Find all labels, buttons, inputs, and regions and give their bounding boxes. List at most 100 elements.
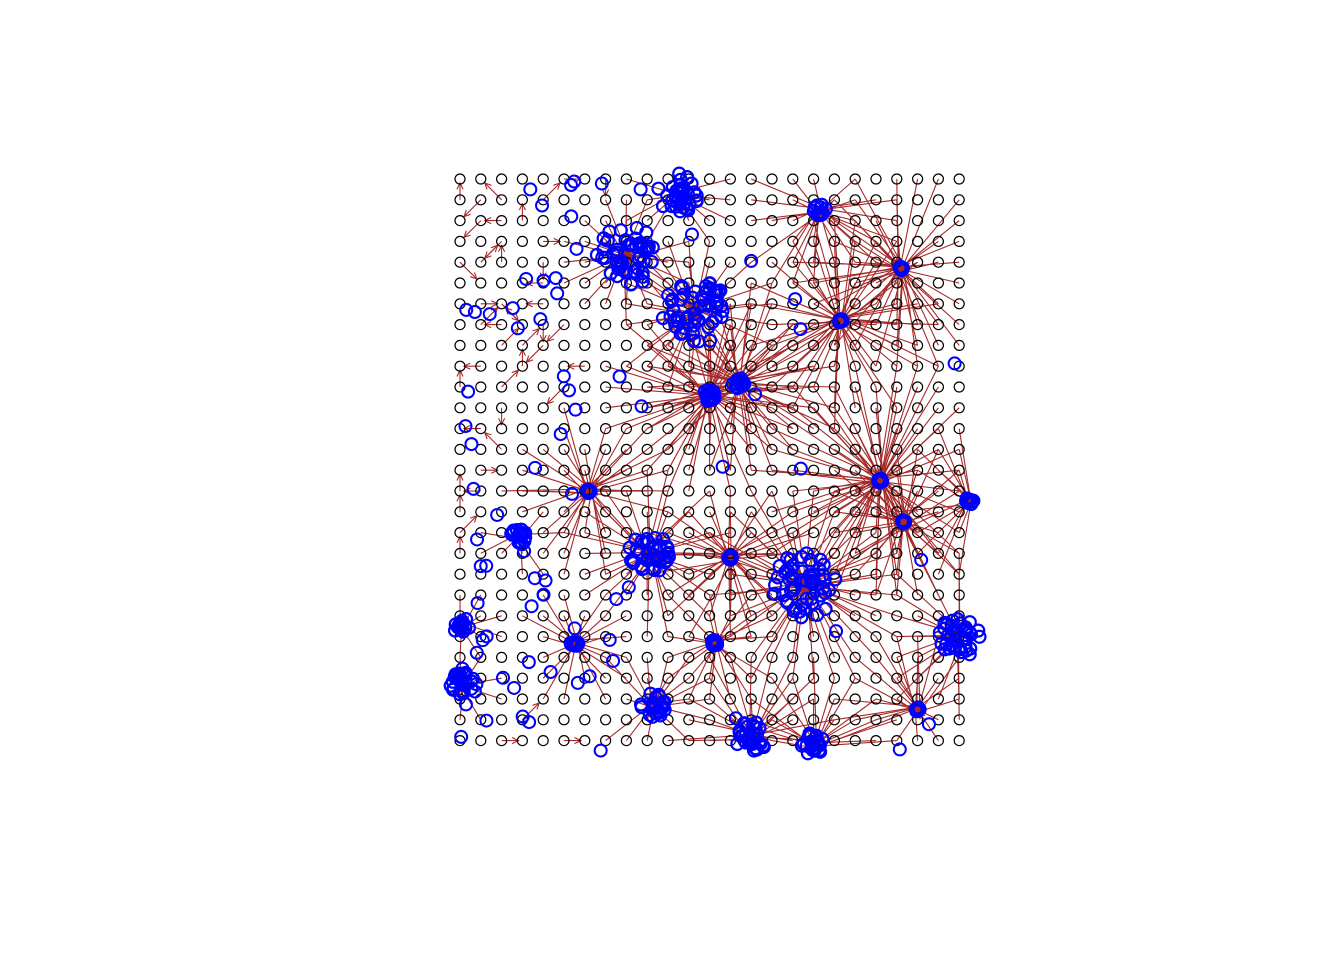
grid-point xyxy=(641,485,653,497)
arrow xyxy=(498,407,506,426)
grid-point xyxy=(891,194,903,206)
grid-point xyxy=(891,381,903,393)
grid-point xyxy=(787,672,799,684)
arrow-shaft xyxy=(771,469,878,484)
grid-point xyxy=(932,235,945,247)
arrow-shaft xyxy=(667,241,695,313)
grid-point xyxy=(891,443,903,455)
grid-point xyxy=(516,734,529,747)
grid-point xyxy=(724,235,737,247)
grid-point xyxy=(703,485,716,497)
grid-point xyxy=(558,194,570,206)
grid-point xyxy=(891,651,903,664)
grid-point xyxy=(911,381,924,393)
grid-point xyxy=(828,423,841,435)
grid-point xyxy=(558,610,570,622)
grid-point xyxy=(870,526,882,539)
arrow-shaft xyxy=(484,432,502,450)
arrow-shaft xyxy=(563,428,587,489)
grid-point xyxy=(620,298,633,310)
highlight-point xyxy=(673,177,688,192)
arrow-head xyxy=(462,362,471,370)
arrow-head xyxy=(498,244,506,252)
grid-point xyxy=(807,714,820,726)
grid-point xyxy=(454,568,466,580)
grid-point xyxy=(932,423,945,435)
highlight-point xyxy=(806,204,821,219)
grid-point xyxy=(828,235,841,247)
arrow xyxy=(501,737,520,745)
grid-point xyxy=(641,630,653,643)
grid-point xyxy=(620,215,633,227)
arrow-shaft xyxy=(833,318,840,429)
highlight-point xyxy=(565,486,580,501)
grid-point xyxy=(932,339,945,351)
grid-point xyxy=(683,693,695,705)
highlight-point xyxy=(821,583,837,598)
grid-point xyxy=(807,693,820,705)
arrow xyxy=(543,237,562,245)
highlight-point xyxy=(561,383,576,398)
highlight-point xyxy=(802,726,817,741)
arrow-shaft xyxy=(584,551,648,554)
grid-point xyxy=(870,402,882,414)
highlight-point xyxy=(553,427,568,442)
arrow-shaft xyxy=(882,407,960,482)
arrow-shaft xyxy=(577,642,627,658)
grid-point xyxy=(516,485,529,497)
grid-point xyxy=(454,277,466,289)
arrow-shaft xyxy=(688,558,729,575)
grid-point xyxy=(953,298,965,310)
highlight-point xyxy=(693,299,708,314)
grid-point xyxy=(807,443,820,455)
grid-point xyxy=(911,402,924,414)
grid-point xyxy=(766,381,778,393)
arrow-shaft xyxy=(737,383,835,430)
arrow xyxy=(542,182,561,201)
grid-point xyxy=(932,402,945,414)
grid-point xyxy=(579,277,591,289)
grid-point xyxy=(870,277,882,289)
grid-point xyxy=(641,610,653,622)
grid-point xyxy=(620,568,633,580)
grid-point xyxy=(703,194,716,206)
arrow xyxy=(715,645,773,679)
arrow-shaft xyxy=(709,511,730,555)
grid-point xyxy=(579,506,591,518)
grid-point xyxy=(683,381,695,393)
arrow xyxy=(456,181,464,200)
grid-point xyxy=(849,610,861,622)
grid-point xyxy=(891,360,903,372)
grid-point xyxy=(891,319,903,331)
grid-point xyxy=(620,630,633,643)
grid-point xyxy=(807,506,820,518)
arrow-head xyxy=(456,181,464,190)
grid-point xyxy=(849,235,861,247)
highlight-point xyxy=(613,223,628,238)
grid-point xyxy=(724,339,737,351)
grid-point xyxy=(662,339,674,351)
arrow xyxy=(958,428,974,502)
highlight-point xyxy=(469,645,484,660)
highlight-point xyxy=(702,280,717,295)
highlight-point xyxy=(621,580,636,595)
grid-point xyxy=(496,215,508,227)
grid-point xyxy=(849,672,861,684)
grid-point xyxy=(745,485,757,497)
grid-point xyxy=(703,173,716,185)
grid-point xyxy=(870,568,882,580)
highlight-point xyxy=(610,257,626,272)
arrow xyxy=(483,241,502,260)
highlight-point xyxy=(536,273,551,288)
grid-point xyxy=(828,464,841,476)
grid-point xyxy=(496,339,508,351)
arrow-shaft xyxy=(716,645,773,679)
highlight-point xyxy=(635,561,650,576)
grid-point xyxy=(703,693,716,705)
arrow-shaft xyxy=(584,240,624,255)
grid-point xyxy=(911,610,924,622)
arrow xyxy=(525,345,544,364)
grid-point xyxy=(703,672,716,684)
highlight-point xyxy=(644,254,659,270)
grid-point xyxy=(724,651,737,664)
